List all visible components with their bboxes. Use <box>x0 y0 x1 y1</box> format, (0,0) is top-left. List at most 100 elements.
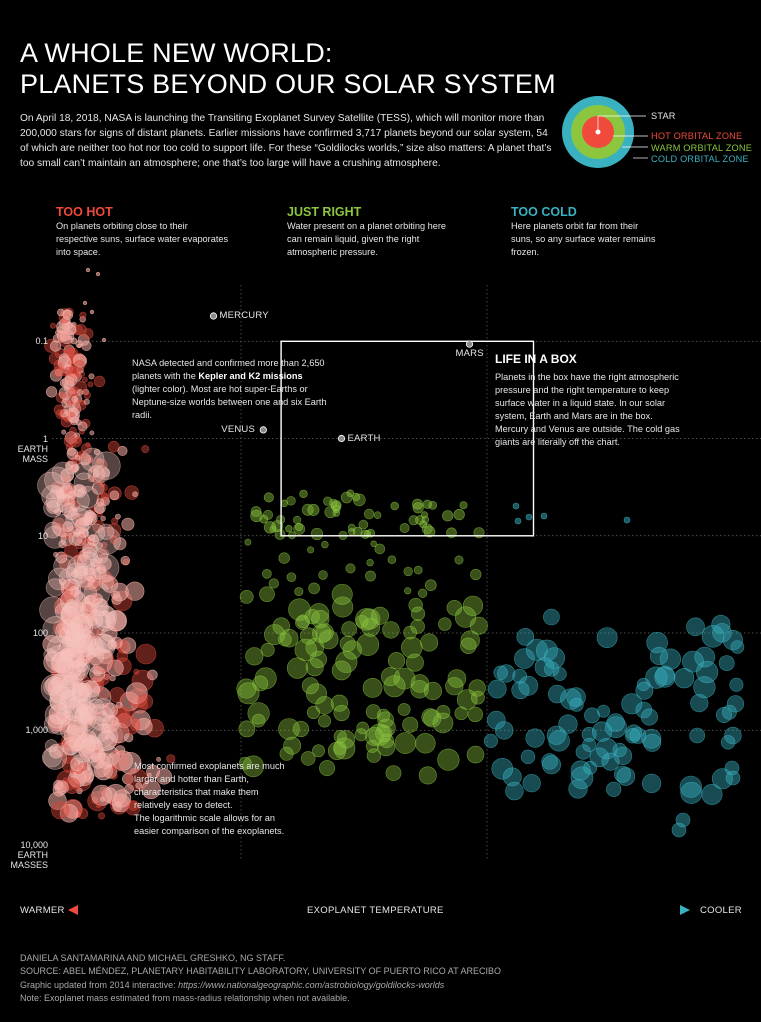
planet-dot <box>641 728 662 749</box>
planet-dot <box>310 527 324 541</box>
planet-dot <box>63 366 73 376</box>
planet-dot <box>85 267 91 273</box>
credits: DANIELA SANTAMARINA AND MICHAEL GRESHKO,… <box>20 952 501 1005</box>
planet-dot <box>109 490 120 501</box>
planet-dot <box>76 629 91 644</box>
planet-dot <box>82 300 88 306</box>
planet-dot <box>242 755 264 778</box>
planet-dot <box>92 451 121 480</box>
planet-dot <box>45 386 58 398</box>
planet-dot <box>71 396 78 403</box>
planet-label-mars: MARS <box>455 348 484 360</box>
planet-dot <box>66 399 74 407</box>
planet-dot <box>520 749 536 764</box>
orbital-zone-legend <box>562 96 648 168</box>
planet-dot <box>649 646 669 666</box>
planet-dot <box>612 742 627 758</box>
planet-dot <box>613 765 631 783</box>
temperature-axis <box>68 905 690 915</box>
planet-dot <box>332 509 340 517</box>
planet-dot <box>280 499 288 508</box>
axis-center-label: EXOPLANET TEMPERATURE <box>307 905 444 916</box>
planet-dot <box>321 540 329 549</box>
title-line-1: A WHOLE NEW WORLD: <box>20 38 333 68</box>
planet-dot <box>43 678 61 696</box>
planet-dot <box>85 442 91 448</box>
planet-dot <box>117 445 128 456</box>
planet-dot <box>292 720 310 738</box>
planet-dot <box>141 779 161 800</box>
planet-dot <box>423 681 443 701</box>
planet-dot <box>54 603 72 620</box>
planet-dot <box>383 675 406 698</box>
planet-dot <box>109 687 126 703</box>
planet-dot <box>51 481 65 495</box>
most-planets-note-1: Most confirmed exoplanets are much large… <box>134 761 285 810</box>
planet-dot <box>543 647 565 669</box>
planet-dot <box>285 525 293 533</box>
planet-dot <box>635 701 653 719</box>
planet-dot <box>42 747 62 768</box>
planet-dot <box>51 461 75 485</box>
planet-dot <box>560 688 582 710</box>
planet-dot <box>74 562 89 576</box>
planet-dot <box>470 690 485 705</box>
planet-dot <box>115 701 123 709</box>
planet-dot <box>356 633 380 656</box>
planet-dot <box>679 775 702 798</box>
planet-dot <box>365 704 381 720</box>
planet-dot <box>418 766 437 785</box>
planet-dot <box>596 738 618 760</box>
planet-dot <box>437 748 460 771</box>
kepler-note: NASA detected and confirmed more than 2,… <box>132 357 327 422</box>
planet-label-venus: VENUS <box>221 423 256 435</box>
planet-dot <box>428 501 438 510</box>
planet-dot <box>60 601 86 627</box>
planet-dot <box>355 608 378 631</box>
planet-dot <box>410 680 429 699</box>
planet-dot <box>333 730 347 744</box>
planet-dot <box>81 340 92 351</box>
planet-dot <box>724 726 742 745</box>
planet-dot <box>581 726 597 742</box>
planet-dot <box>250 509 263 523</box>
planet-dot <box>635 681 654 700</box>
planet-dot <box>288 598 311 621</box>
planet-dot <box>505 781 524 801</box>
planet-dot <box>300 751 316 766</box>
planet-dot <box>390 501 399 511</box>
planet-dot <box>56 308 65 317</box>
credits-line-3: Graphic updated from 2014 interactive: h… <box>20 979 501 992</box>
planet-dot <box>377 738 396 757</box>
planet-dot <box>720 735 736 750</box>
planet-dot <box>304 609 320 625</box>
planet-dot <box>125 581 145 601</box>
planet-dot <box>726 695 745 713</box>
planet-dot <box>156 756 161 762</box>
planet-dot <box>124 733 134 743</box>
legend-warm-label: WARM ORBITAL ZONE <box>651 143 753 153</box>
planet-dot <box>90 723 119 752</box>
planet-dot <box>111 720 119 727</box>
planet-dot <box>558 714 578 734</box>
planet-dot <box>67 489 90 512</box>
planet-dot <box>412 498 423 510</box>
planet-dot <box>689 727 706 744</box>
planet-dot <box>109 535 119 544</box>
kepler-note-post: (lighter color). Most are hot super-Eart… <box>132 384 327 420</box>
planet-dot <box>264 624 286 646</box>
planet-dot <box>244 538 252 546</box>
planet-dot <box>323 496 333 506</box>
planet-dot <box>544 661 560 677</box>
planet-dot <box>59 578 66 585</box>
planet-dot <box>51 514 75 537</box>
planet-dot <box>83 564 102 582</box>
planet-dot <box>80 447 105 472</box>
planet-dot <box>722 630 744 651</box>
planet-dot <box>120 555 131 566</box>
planet-dot <box>408 598 423 613</box>
planet-dot <box>100 515 106 522</box>
planet-dot <box>486 710 506 730</box>
planet-dot <box>43 745 68 770</box>
planet-dot <box>623 516 631 524</box>
